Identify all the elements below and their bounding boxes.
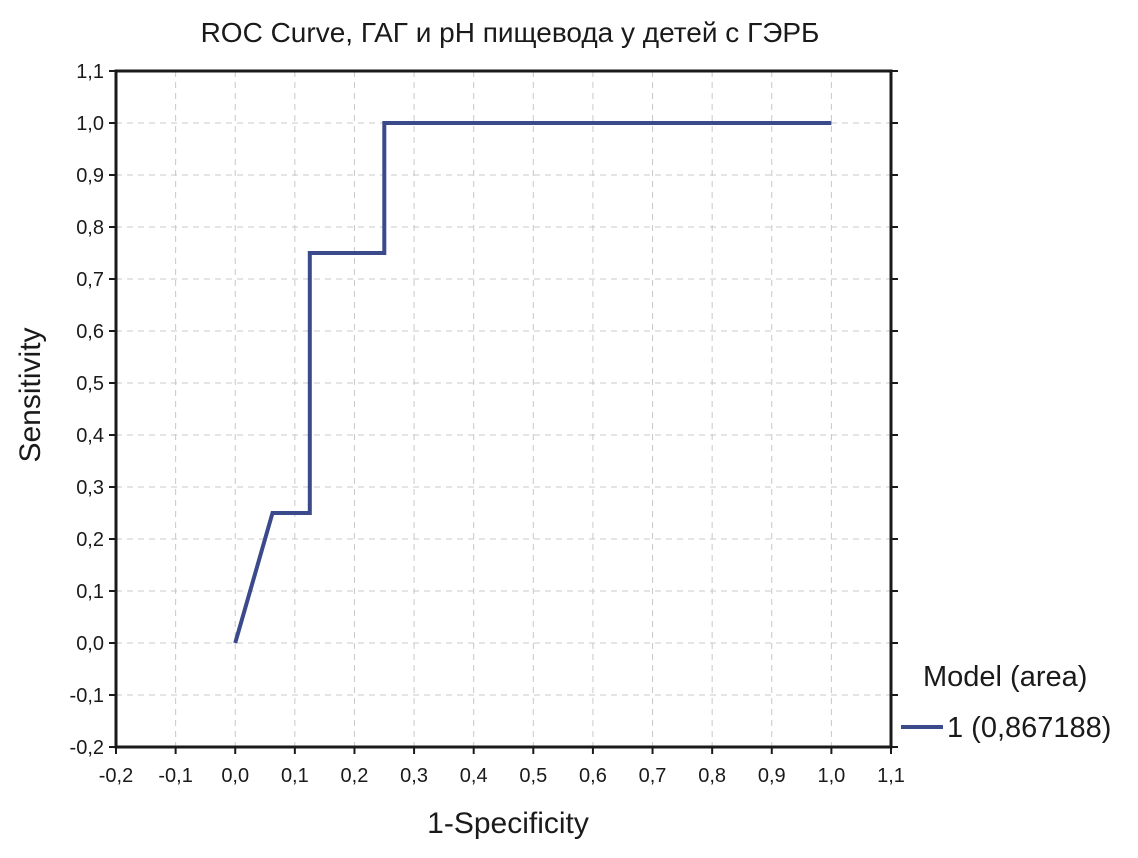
- y-tick-label: 0,9: [76, 165, 104, 187]
- y-axis: -0,2 -0,1 0,0 0,1 0,2 0,3 0,4 0,5 0,6 0,7 0,8 0,9 1,…: [70, 61, 898, 759]
- y-tick-label: 0,2: [76, 529, 104, 551]
- legend: Model (area) 1 (0,867188): [901, 661, 1111, 744]
- y-axis-title: Sensitivity: [14, 327, 47, 462]
- x-tick-label: 1,1: [877, 765, 905, 787]
- x-tick-label: 0,2: [341, 765, 369, 787]
- x-tick-label: -0,2: [99, 765, 133, 787]
- y-tick-label: 1,1: [76, 61, 104, 83]
- legend-label-series-1: 1 (0,867188): [947, 712, 1111, 744]
- y-tick-label: 0,0: [76, 633, 104, 655]
- x-tick-label: -0,1: [158, 765, 192, 787]
- x-axis-title: 1-Specificity: [427, 807, 589, 840]
- y-tick-label: -0,1: [70, 685, 104, 707]
- y-tick-label: -0,2: [70, 737, 104, 759]
- x-tick-label: 0,7: [639, 765, 667, 787]
- y-tick-label: 0,3: [76, 477, 104, 499]
- legend-title: Model (area): [923, 661, 1087, 693]
- y-tick-label: 0,1: [76, 581, 104, 603]
- x-tick-label: 0,3: [400, 765, 428, 787]
- x-tick-label: 0,8: [698, 765, 726, 787]
- x-tick-label: 0,0: [221, 765, 249, 787]
- x-tick-label: 0,9: [758, 765, 786, 787]
- chart-title: ROC Curve, ГАГ и pH пищевода у детей с Г…: [201, 17, 820, 48]
- x-tick-label: 0,5: [519, 765, 547, 787]
- grid: [116, 71, 891, 747]
- y-tick-label: 0,6: [76, 321, 104, 343]
- x-tick-label: 1,0: [817, 765, 845, 787]
- x-tick-label: 0,4: [460, 765, 488, 787]
- x-axis: -0,2 -0,1 0,0 0,1 0,2 0,3 0,4 0,5 0,6 0,7 0,8 0,9 1,…: [99, 747, 905, 787]
- y-tick-label: 0,5: [76, 373, 104, 395]
- x-tick-label: 0,6: [579, 765, 607, 787]
- x-tick-label: 0,1: [281, 765, 309, 787]
- plot-frame: [114, 69, 893, 749]
- roc-series-line-1: [233, 121, 832, 644]
- y-tick-label: 0,8: [76, 217, 104, 239]
- y-tick-label: 1,0: [76, 113, 104, 135]
- y-tick-label: 0,7: [76, 269, 104, 291]
- y-tick-label: 0,4: [76, 425, 104, 447]
- series-layer: [233, 121, 832, 644]
